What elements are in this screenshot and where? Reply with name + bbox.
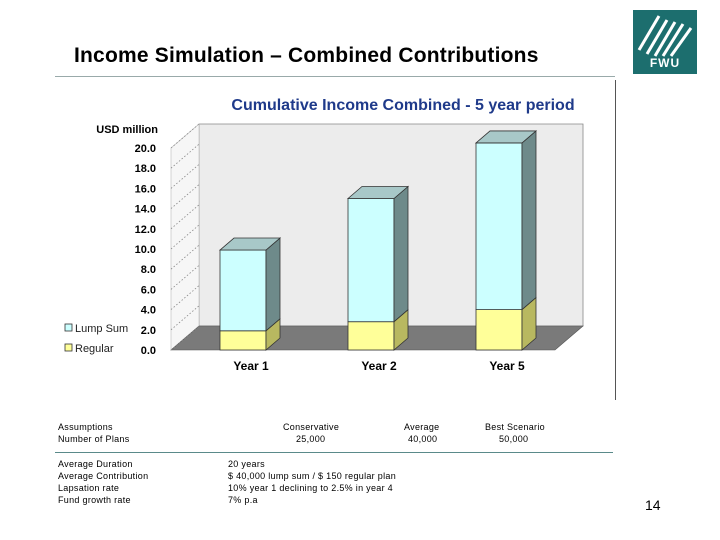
legend-label: Regular <box>75 343 114 355</box>
y-tick-label: 0.0 <box>141 345 156 357</box>
y-grid-line <box>170 224 200 250</box>
table-rule <box>55 452 613 453</box>
y-grid-line <box>170 265 200 290</box>
y-grid-line <box>170 204 200 230</box>
y-grid-line <box>170 123 200 149</box>
bar-segment <box>219 330 267 351</box>
row-value: 10% year 1 declining to 2.5% in year 4 <box>228 483 393 493</box>
plans-best: 50,000 <box>499 434 529 444</box>
y-grid-line <box>170 184 200 209</box>
y-tick-label: 10.0 <box>135 244 156 256</box>
y-grid-line <box>170 305 200 331</box>
col-conservative: Conservative <box>283 422 340 432</box>
bar-segment <box>347 198 395 323</box>
bar-top <box>346 186 410 199</box>
legend-swatch <box>64 323 73 332</box>
row-label: Average Duration <box>58 459 133 469</box>
cumulative-income-chart: 0.0 2.0 4.0 6.0 8.0 10.0 12.0 14.0 16.0 18.0 20.0 U… <box>64 97 584 373</box>
y-grid-line <box>170 164 200 189</box>
page-number: 14 <box>645 497 661 513</box>
y-tick-label: 18.0 <box>135 163 156 175</box>
bar-side <box>393 185 409 323</box>
row-label: Lapsation rate <box>58 483 120 493</box>
bar-segment <box>219 249 267 332</box>
bar-top <box>474 130 538 144</box>
logo-text: FWU <box>649 56 681 70</box>
y-tick-label: 4.0 <box>141 305 156 317</box>
y-grid-line <box>170 244 200 270</box>
x-tick-label: Year 2 <box>361 359 397 373</box>
y-grid-line <box>170 143 200 169</box>
row-label: Fund growth rate <box>58 495 131 505</box>
plans-conservative: 25,000 <box>296 434 326 444</box>
legend-label: Lump Sum <box>75 323 128 335</box>
legend-swatch <box>64 343 73 352</box>
bar-side <box>265 237 281 332</box>
row-value: 7% p.a <box>228 495 258 505</box>
title-rule <box>55 76 615 77</box>
y-tick-label: 14.0 <box>135 204 156 216</box>
y-tick-label: 16.0 <box>135 183 156 195</box>
chart-title: Cumulative Income Combined - 5 year peri… <box>231 97 574 114</box>
y-axis-label: USD million <box>96 124 158 136</box>
row-value: 20 years <box>228 459 265 469</box>
y-tick-label: 20.0 <box>135 143 156 155</box>
row-value: $ 40,000 lump sum / $ 150 regular plan <box>228 471 396 481</box>
assumptions-label: Assumptions <box>58 422 113 432</box>
chart-panel: 0.0 2.0 4.0 6.0 8.0 10.0 12.0 14.0 16.0 18.0 20.0 U… <box>55 80 616 400</box>
slide-title: Income Simulation – Combined Contributio… <box>74 44 539 67</box>
x-tick-label: Year 5 <box>489 359 525 373</box>
row-label: Average Contribution <box>58 471 149 481</box>
col-average: Average <box>404 422 440 432</box>
fwu-logo-icon <box>633 10 697 74</box>
bar-top <box>218 237 282 251</box>
bar-segment <box>475 142 523 310</box>
x-tick-label: Year 1 <box>233 359 269 373</box>
bar-segment <box>347 321 395 351</box>
y-tick-label: 2.0 <box>141 325 156 337</box>
plans-average: 40,000 <box>408 434 438 444</box>
plans-label: Number of Plans <box>58 434 130 444</box>
y-grid-line <box>170 285 200 310</box>
y-tick-label: 12.0 <box>135 224 156 236</box>
y-grid-line <box>170 325 200 351</box>
y-tick-label: 8.0 <box>141 264 156 276</box>
y-tick-label: 6.0 <box>141 284 156 296</box>
col-best-scenario: Best Scenario <box>485 422 545 432</box>
bar-side <box>521 130 537 311</box>
bar-segment <box>475 309 523 351</box>
